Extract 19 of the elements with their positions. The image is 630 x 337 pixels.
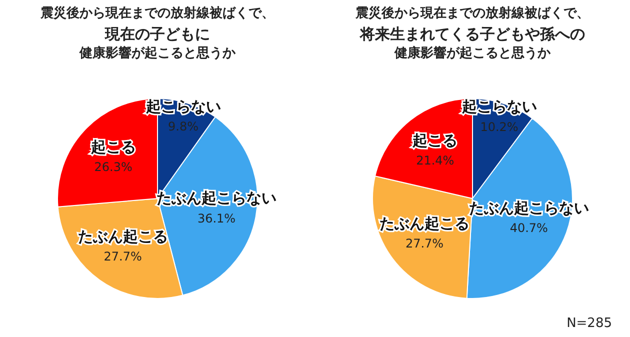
data-label: 26.3% bbox=[94, 160, 132, 174]
data-label: 27.7% bbox=[405, 236, 444, 251]
chart-subtitle: 現在の子どもに bbox=[104, 24, 211, 44]
data-label: 36.1% bbox=[197, 211, 236, 226]
chart-title: 震災後から現在までの放射線被ばくで、 bbox=[40, 5, 276, 23]
data-label: 9.8% bbox=[168, 120, 199, 134]
slice-label: 起こる bbox=[412, 131, 458, 150]
slice-label: 起こる bbox=[90, 138, 136, 156]
slice-label: たぶん起こる bbox=[78, 227, 168, 246]
data-label: 21.4% bbox=[416, 154, 454, 168]
text: 健康影響が起こると思うか bbox=[393, 44, 552, 63]
slice-label: たぶん起こる bbox=[380, 214, 470, 232]
text: 健康影響が起こると思うか bbox=[78, 44, 236, 63]
text: N=285 bbox=[566, 316, 612, 331]
chart-subtitle: 将来生まれてくる子どもや孫への bbox=[358, 24, 586, 44]
data-label: 27.7% bbox=[104, 250, 142, 264]
chart-title: 震災後から現在までの放射線被ばくで、 bbox=[354, 5, 590, 23]
data-label: 40.7% bbox=[510, 221, 548, 236]
data-label: 10.2% bbox=[480, 120, 518, 134]
